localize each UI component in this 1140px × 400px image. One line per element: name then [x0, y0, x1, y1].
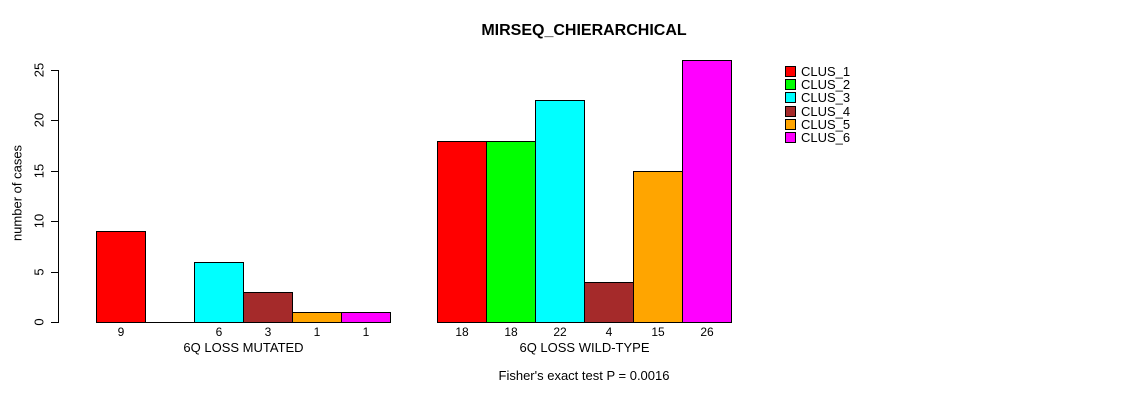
x-category-label-6q-loss-wild-type: 6Q LOSS WILD-TYPE [519, 340, 650, 355]
bar-value-label-clus-5-6q-loss-wild-type: 15 [651, 325, 665, 339]
chart-title: MIRSEQ_CHIERARCHICAL [481, 22, 687, 39]
legend-swatch-clus-6 [785, 132, 796, 143]
legend-item-clus-1: CLUS_1 [785, 64, 851, 79]
bar-value-label-clus-6-6q-loss-wild-type: 26 [700, 325, 714, 339]
bar-value-label-clus-5-6q-loss-mutated: 1 [313, 325, 321, 339]
bar-value-label-clus-6-6q-loss-mutated: 1 [362, 325, 370, 339]
y-axis-tick-0 [51, 322, 59, 323]
bar-clus-5-6q-loss-wild-type [633, 170, 683, 323]
bar-clus-3-6q-loss-mutated [194, 261, 244, 323]
y-axis-tick-label-text: 0 [31, 318, 47, 326]
bar-value-label-clus-2-6q-loss-wild-type: 18 [504, 325, 518, 339]
legend-item-clus-6: CLUS_6 [785, 130, 851, 145]
legend-label-clus-1: CLUS_1 [801, 64, 851, 79]
y-axis-tick-label-text: 10 [31, 213, 47, 229]
bar-value-label-clus-1-6q-loss-mutated: 9 [117, 325, 125, 339]
bar-clus-6-6q-loss-mutated [341, 311, 391, 323]
annotation-fisher-test: Fisher's exact test P = 0.0016 [498, 368, 670, 383]
legend-item-clus-5: CLUS_5 [785, 116, 851, 132]
legend-label-clus-4: CLUS_4 [801, 103, 851, 119]
legend-label-clus-6: CLUS_6 [801, 130, 851, 145]
legend-swatch-clus-5 [785, 118, 796, 130]
bar-value-label-clus-3-6q-loss-wild-type: 22 [553, 325, 567, 339]
bar-clus-4-6q-loss-mutated [243, 291, 293, 323]
legend-swatch-clus-4 [785, 105, 796, 117]
bar-value-label-clus-4-6q-loss-wild-type: 4 [605, 325, 613, 339]
legend-item-clus-3: CLUS_3 [785, 90, 851, 106]
y-axis-tick-5 [51, 271, 59, 273]
bar-clus-2-6q-loss-wild-type [486, 140, 536, 323]
y-axis-tick-20 [51, 120, 59, 122]
legend-item-clus-2: CLUS_2 [785, 77, 851, 93]
y-axis-tick-15 [51, 170, 59, 172]
legend-label-clus-3: CLUS_3 [801, 90, 851, 106]
y-axis-tick-label-text: 5 [31, 267, 47, 276]
y-axis-label-text: number of cases [9, 144, 25, 242]
bar-clus-1-6q-loss-mutated [96, 231, 146, 323]
y-axis-tick-label-text: 15 [31, 163, 47, 179]
y-axis-tick-25 [51, 70, 59, 71]
bar-value-label-clus-1-6q-loss-wild-type: 18 [455, 325, 469, 339]
legend-swatch-clus-2 [785, 79, 796, 91]
bar-clus-4-6q-loss-wild-type [584, 281, 634, 323]
y-axis-tick-label-text: 25 [31, 62, 47, 78]
legend-item-clus-4: CLUS_4 [785, 103, 851, 119]
bar-clus-1-6q-loss-wild-type [437, 140, 487, 323]
bar-clus-6-6q-loss-wild-type [682, 59, 732, 323]
bar-clus-3-6q-loss-wild-type [535, 100, 585, 323]
bar-value-label-clus-3-6q-loss-mutated: 6 [215, 325, 223, 339]
legend-label-clus-5: CLUS_5 [801, 116, 851, 132]
bar-value-label-clus-4-6q-loss-mutated: 3 [264, 325, 272, 339]
legend-swatch-clus-1 [785, 66, 796, 77]
y-axis-tick-label-text: 20 [31, 113, 47, 128]
y-axis-line [58, 70, 59, 323]
legend-swatch-clus-3 [785, 92, 796, 104]
x-category-label-6q-loss-mutated: 6Q LOSS MUTATED [183, 340, 304, 355]
legend-label-clus-2: CLUS_2 [801, 77, 851, 93]
y-axis-tick-10 [51, 221, 59, 223]
bar-clus-5-6q-loss-mutated [292, 311, 342, 323]
